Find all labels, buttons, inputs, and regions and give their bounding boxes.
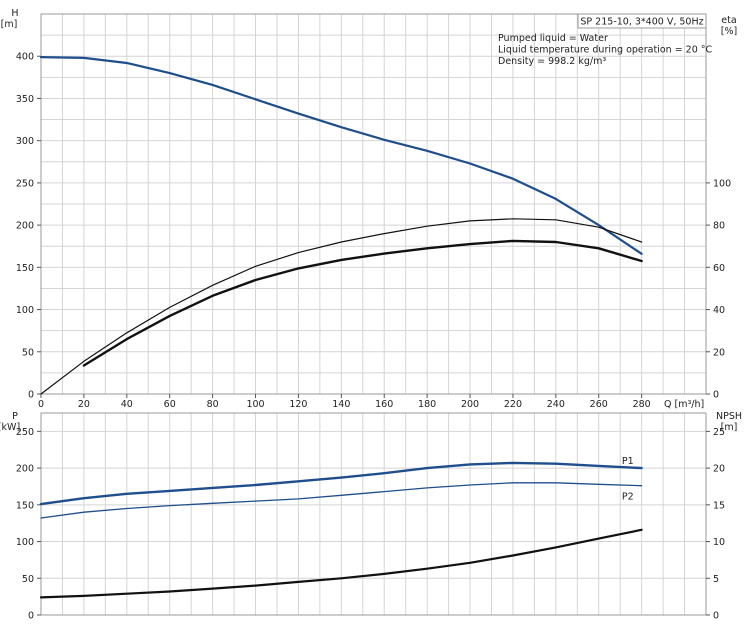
liquid-annotation: Liquid temperature during operation = 20… [498,45,713,56]
x-tick-label: 220 [504,399,522,410]
x-axis-label: Q [m³/h] [664,399,704,410]
bottom-right-tick-label: 5 [713,574,719,585]
x-tick-label: 100 [246,399,264,410]
top-right-tick-label: 100 [713,178,731,189]
bottom-left-tick-label: 50 [22,574,34,585]
top-left-axis-title: [m] [1,19,18,30]
top-left-axis-title: H [11,8,18,19]
bottom-left-tick-label: 100 [16,537,34,548]
x-tick-label: 120 [289,399,307,410]
x-tick-label: 240 [547,399,565,410]
liquid-annotation: Density = 998.2 kg/m³ [498,56,606,67]
bottom-plot-frame [40,412,707,616]
top-right-axis-title: eta [721,15,736,26]
top-right-axis-title: [%] [721,26,737,37]
bottom-left-axis-title: P [12,411,18,422]
bottom-left-axis-title: [kW] [0,422,20,433]
bottom-series-1-line [40,482,643,519]
bottom-left-tick-label: 200 [16,464,34,475]
top-series-0-line [39,55,643,255]
top-left-tick-label: 300 [16,136,34,147]
liquid-annotation: Pumped liquid = Water [498,33,608,44]
top-right-tick-label: 0 [713,390,719,401]
top-series-2-line [82,239,643,367]
chart-title: SP 215-10, 3*400 V, 50Hz [580,17,703,28]
series-label-p2: P2 [622,492,634,503]
top-left-tick-label: 250 [16,178,34,189]
top-series-1-line [40,218,643,395]
x-tick-label: 140 [332,399,350,410]
title-box [577,13,707,29]
bottom-right-tick-label: 25 [713,427,725,438]
top-plot-frame [40,13,707,395]
bottom-series-2-line [39,528,643,599]
x-tick-label: 160 [375,399,393,410]
x-tick-label: 20 [78,399,90,410]
bottom-right-tick-label: 15 [713,500,725,511]
bottom-left-tick-label: 250 [16,427,34,438]
bottom-left-tick-label: 150 [16,500,34,511]
series-label-p1: P1 [622,456,634,467]
x-tick-label: 180 [418,399,436,410]
x-tick-label: 80 [207,399,219,410]
x-tick-label: 280 [633,399,651,410]
bottom-series-0-line [39,461,643,506]
top-right-tick-label: 60 [713,263,725,274]
bottom-right-tick-label: 10 [713,537,725,548]
x-tick-label: 60 [164,399,176,410]
top-left-tick-label: 400 [16,52,34,63]
top-right-tick-label: 40 [713,305,725,316]
top-left-tick-label: 200 [16,221,34,232]
bottom-left-tick-label: 0 [28,611,34,622]
x-tick-label: 40 [121,399,133,410]
top-right-tick-label: 20 [713,347,725,358]
bottom-right-axis-title: [m] [721,422,738,433]
x-tick-label: 200 [461,399,479,410]
top-left-tick-label: 150 [16,263,34,274]
bottom-right-axis-title: NPSH [716,411,742,422]
top-left-tick-label: 0 [28,390,34,401]
top-left-tick-label: 100 [16,305,34,316]
top-left-tick-label: 350 [16,94,34,105]
x-tick-label: 260 [590,399,608,410]
bottom-right-tick-label: 0 [713,611,719,622]
x-tick-label: 0 [38,399,44,410]
top-left-tick-label: 50 [22,347,34,358]
top-right-tick-label: 80 [713,221,725,232]
bottom-right-tick-label: 20 [713,464,725,475]
